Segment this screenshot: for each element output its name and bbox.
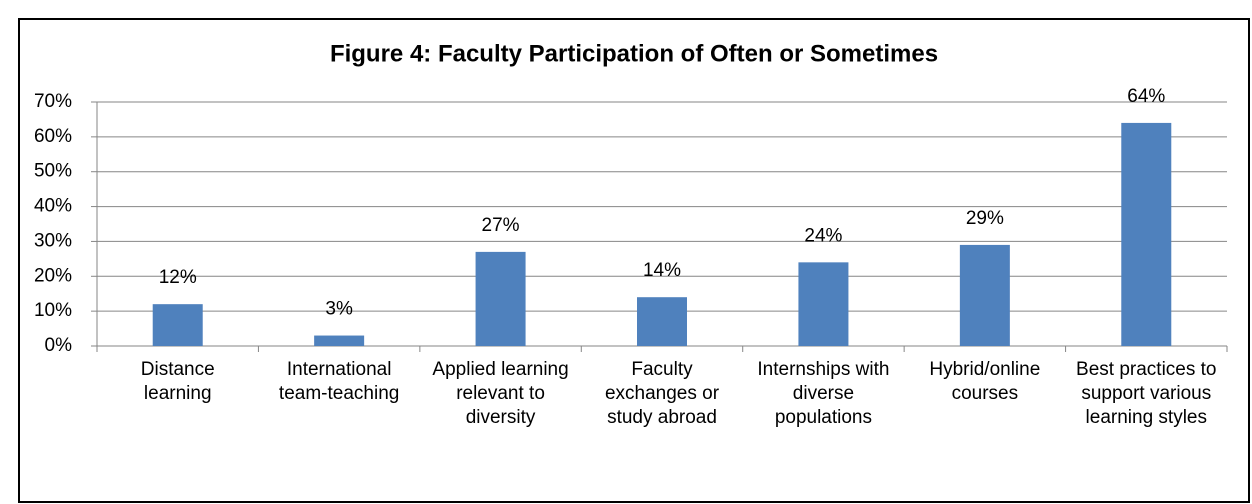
bar [637,297,687,346]
chart-title: Figure 4: Faculty Participation of Often… [330,40,938,67]
y-tick-label: 40% [34,196,72,217]
x-tick-label-box: Applied learning relevant to diversity [432,359,569,428]
x-tick-label: Hybrid/online courses [929,359,1041,404]
bar [152,304,203,346]
x-tick-label: Faculty exchanges or study abroad [604,359,720,428]
x-tick-label-box: Internships with diverse populations [757,359,890,428]
bar [798,262,849,346]
data-label: 64% [1127,86,1165,107]
data-label: 14% [643,260,681,281]
y-tick-label: 0% [45,335,73,356]
data-label: 24% [804,225,842,246]
data-label: 27% [482,215,520,236]
x-tick-label-box: Best practices to support various learni… [1076,359,1217,428]
x-tick-label-box: International team-teaching [278,359,400,404]
bar [1121,122,1172,347]
bar [475,251,526,346]
data-label: 12% [159,267,197,288]
y-tick-label: 30% [34,230,72,251]
x-tick-label-box: Faculty exchanges or study abroad [604,359,720,428]
y-tick-label: 70% [34,91,72,112]
chart-border [18,18,1250,503]
x-tick-label: Internships with diverse populations [757,359,890,428]
x-tick-label: International team-teaching [278,359,400,404]
y-tick-label: 60% [34,126,72,147]
bar [959,244,1010,346]
x-tick-label-box: Distance learning [140,359,215,404]
x-tick-label-box: Hybrid/online courses [929,359,1041,404]
x-tick-label: Best practices to support various learni… [1076,359,1217,428]
data-label: 3% [325,299,353,320]
y-tick-label: 50% [34,161,72,182]
y-tick-label: 10% [34,300,72,321]
data-label: 29% [966,208,1004,229]
x-tick-label: Applied learning relevant to diversity [432,359,569,428]
bar [314,335,365,346]
x-tick-label: Distance learning [140,359,215,404]
y-tick-label: 20% [34,265,72,286]
